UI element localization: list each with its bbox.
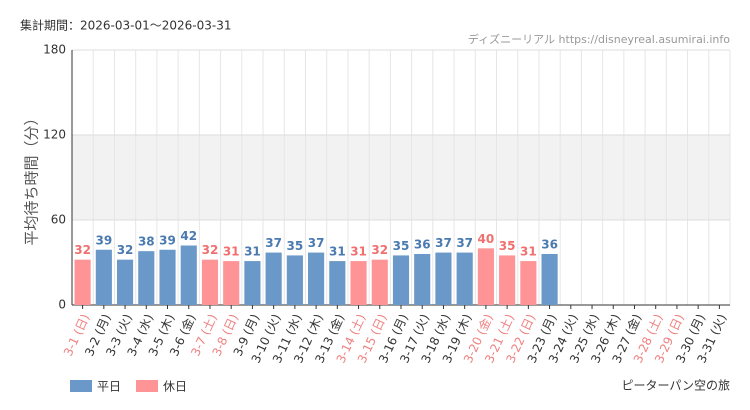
value-label: 38 [138, 235, 155, 249]
bar [520, 261, 537, 305]
value-label: 37 [456, 236, 473, 250]
bar [308, 252, 325, 305]
bar [477, 248, 494, 305]
bar [286, 255, 303, 305]
bar [414, 254, 431, 305]
legend-swatch [70, 380, 92, 392]
bar [329, 261, 346, 305]
value-label: 42 [180, 229, 197, 243]
value-label: 31 [329, 245, 346, 259]
value-label: 39 [159, 233, 176, 247]
bar [265, 252, 282, 305]
value-label: 40 [478, 232, 495, 246]
source: ディズニーリアル https://disneyreal.asumirai.inf… [468, 32, 730, 46]
bar [159, 249, 176, 305]
value-label: 31 [350, 245, 367, 259]
legend-swatch [136, 380, 158, 392]
value-label: 31 [244, 245, 261, 259]
bar [350, 261, 367, 305]
bar [244, 261, 261, 305]
bar [499, 255, 516, 305]
bar [392, 255, 410, 305]
grid-band [72, 135, 730, 220]
value-label: 37 [265, 236, 282, 250]
bar [74, 259, 91, 305]
value-label: 32 [74, 243, 91, 257]
y-tick-label: 180 [43, 43, 66, 57]
y-tick-label: 0 [58, 298, 66, 312]
bar [371, 259, 388, 305]
bar [435, 252, 452, 305]
bar [223, 261, 240, 305]
value-label: 36 [541, 238, 558, 252]
y-axis-label: 平均待ち時間（分） [23, 110, 41, 245]
value-label: 36 [414, 238, 431, 252]
bar [456, 252, 473, 305]
bar [201, 259, 219, 305]
value-label: 37 [308, 236, 325, 250]
y-tick-label: 60 [51, 213, 66, 227]
bar [95, 249, 112, 305]
bar [116, 259, 134, 305]
value-label: 35 [393, 239, 410, 253]
value-label: 31 [223, 245, 240, 259]
subtitle: 集計期間：2026-03-01～2026-03-31 [20, 18, 231, 33]
value-label: 35 [499, 239, 516, 253]
value-label: 37 [435, 236, 452, 250]
value-label: 32 [202, 243, 219, 257]
value-label: 39 [95, 233, 112, 247]
legend-label: 休日 [163, 380, 187, 394]
legend-label: 平日 [97, 380, 121, 394]
bar [180, 245, 197, 305]
value-label: 32 [371, 243, 388, 257]
value-label: 35 [287, 239, 304, 253]
bar [138, 251, 155, 305]
value-label: 32 [117, 243, 134, 257]
value-label: 31 [520, 245, 537, 259]
y-tick-label: 120 [43, 128, 66, 142]
bar [541, 254, 558, 305]
caption: ピーターパン空の旅 [622, 379, 730, 393]
